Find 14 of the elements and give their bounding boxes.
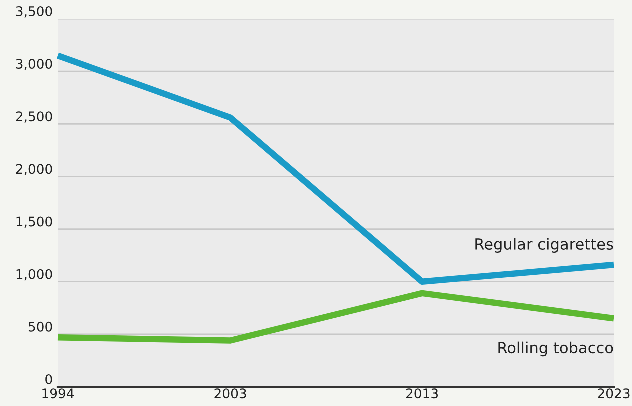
x-tick-label: 2013 <box>406 388 438 399</box>
y-tick-label: 0 <box>46 374 52 384</box>
y-tick-label: 2,500 <box>16 112 52 123</box>
y-tick-label: 500 <box>28 322 52 332</box>
y-tick-label: 1,500 <box>16 216 52 228</box>
y-tick-label: 3,000 <box>16 59 52 70</box>
y-tick-label: 2,000 <box>16 164 52 176</box>
x-tick-label: 1994 <box>42 388 74 399</box>
y-tick-label: 1,000 <box>16 269 52 281</box>
series-label: Regular cigarettes <box>476 238 614 253</box>
series-label: Rolling tobacco <box>498 342 614 357</box>
x-tick-label: 2023 <box>598 388 630 399</box>
y-tick-label: 3,500 <box>16 6 52 18</box>
x-tick-label: 2003 <box>214 388 246 399</box>
